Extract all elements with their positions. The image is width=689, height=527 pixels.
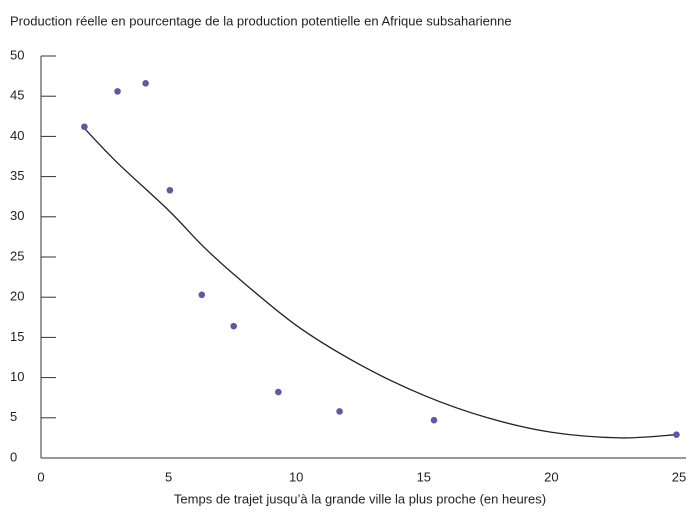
y-tick-label: 35 [10, 168, 24, 183]
x-tick-label: 5 [165, 469, 172, 484]
y-tick-label: 20 [10, 289, 24, 304]
x-tick-label: 25 [672, 469, 686, 484]
y-tick-label: 5 [10, 409, 17, 424]
y-tick-label: 10 [10, 369, 24, 384]
point [142, 80, 149, 87]
trend-line [83, 127, 677, 439]
point [230, 322, 237, 330]
y-tick-label: 15 [10, 329, 24, 344]
chart-title: Production réelle en pourcentage de la p… [10, 13, 512, 28]
x-axis-label: Temps de trajet jusqu’à la grande ville … [174, 491, 546, 506]
x-tick-label: 15 [417, 469, 431, 484]
y-tick-label: 0 [10, 449, 17, 464]
y-tick-label: 40 [10, 128, 24, 143]
x-tick-label: 10 [289, 469, 303, 484]
point [336, 408, 343, 415]
point [166, 186, 174, 194]
x-tick-label: 20 [544, 469, 558, 484]
point [275, 388, 282, 396]
y-tick-label: 25 [10, 248, 24, 263]
point [198, 291, 206, 299]
y-tick-label: 45 [10, 88, 24, 103]
x-tick-label: 0 [37, 469, 44, 484]
y-tick-label: 50 [10, 47, 24, 62]
point [81, 123, 88, 131]
point [673, 431, 680, 438]
point [114, 88, 121, 95]
y-tick-label: 30 [10, 208, 24, 223]
point [430, 416, 438, 424]
